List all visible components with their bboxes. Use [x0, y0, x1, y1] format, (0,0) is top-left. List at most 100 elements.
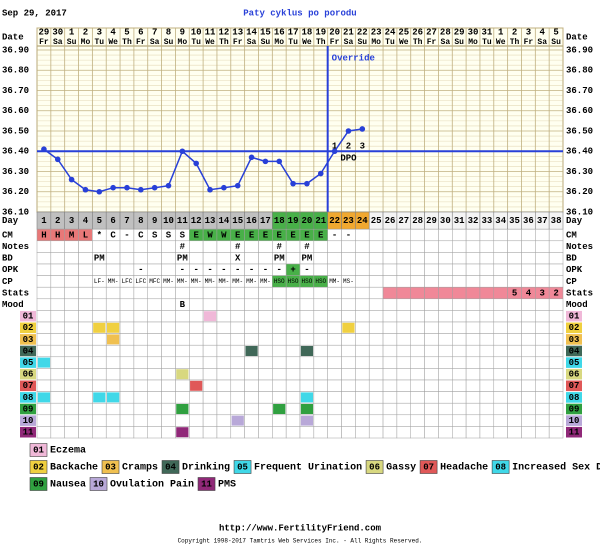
- weekday-label: Fr: [427, 38, 437, 47]
- cell: [105, 402, 121, 416]
- cell: [548, 414, 564, 427]
- day-number: 26: [385, 216, 396, 226]
- cell: [105, 286, 121, 300]
- legend-code: 07: [423, 462, 434, 472]
- cell: [299, 321, 315, 334]
- cell: [147, 402, 162, 416]
- date-label: 25: [398, 27, 409, 37]
- cell: [133, 310, 148, 323]
- cell-text: -: [207, 265, 212, 275]
- cell: [479, 414, 495, 427]
- cell: [382, 298, 398, 311]
- cell: [479, 426, 495, 439]
- row-code: 06: [569, 370, 580, 380]
- cell: [424, 379, 439, 392]
- cell-text: MM-: [177, 278, 188, 285]
- cell: [507, 379, 522, 392]
- date-label: 23: [371, 27, 382, 37]
- dpo-number: 1: [332, 142, 338, 152]
- cell: [36, 379, 52, 392]
- cell-text: C: [110, 230, 116, 240]
- row-code-box: [20, 357, 36, 368]
- cell: [521, 414, 536, 427]
- cell: [216, 391, 232, 404]
- cell-text: H: [41, 230, 46, 240]
- legend-label: Frequent Urination: [254, 462, 362, 474]
- legend-swatch: [89, 477, 108, 491]
- cell-text: HSO: [315, 278, 326, 285]
- cell: [64, 368, 79, 381]
- cell: [216, 402, 232, 416]
- cell: [64, 286, 79, 300]
- cell: [230, 356, 245, 369]
- cell-text: LFC: [135, 278, 146, 285]
- cell: [465, 391, 481, 404]
- cell: [479, 240, 495, 253]
- temperature-point: [151, 184, 158, 191]
- weekday-label: Fr: [39, 38, 49, 47]
- cell-text: MM-: [232, 278, 243, 285]
- date-label: 8: [166, 27, 171, 37]
- cell: [64, 426, 79, 439]
- cell: [327, 263, 342, 276]
- weekday-label: Su: [164, 38, 174, 47]
- cell: [105, 310, 121, 323]
- day-number: 35: [509, 216, 520, 226]
- cell: [258, 344, 273, 358]
- cell: [479, 252, 495, 265]
- row-code: 07: [569, 381, 580, 391]
- cell: [355, 391, 370, 404]
- cell: [424, 414, 439, 427]
- weekday-label: We: [108, 38, 118, 47]
- cell: [313, 333, 328, 346]
- cell: [133, 286, 148, 300]
- cell: [548, 263, 564, 276]
- date-label: 24: [385, 27, 396, 37]
- cell: [341, 402, 356, 416]
- cell: [465, 414, 481, 427]
- cell: [493, 379, 508, 392]
- cell: [410, 333, 425, 346]
- cell: [341, 263, 356, 276]
- temperature-point: [110, 184, 116, 191]
- symptom-mark: [273, 404, 286, 414]
- cell: [396, 298, 411, 311]
- date-label: 28: [440, 27, 451, 37]
- day-number: 10: [163, 216, 174, 226]
- date-label: 26: [412, 27, 423, 37]
- cell: [410, 356, 425, 369]
- legend-swatch: [29, 443, 48, 457]
- cell: [313, 391, 328, 404]
- cell: [521, 426, 536, 439]
- cell: [507, 414, 522, 427]
- weekday-label: Fr: [524, 38, 534, 47]
- cell: [230, 391, 245, 404]
- cell: [396, 414, 411, 427]
- cell: [147, 414, 162, 427]
- cell: [327, 426, 342, 439]
- cell: [161, 356, 176, 369]
- cell: [189, 252, 204, 265]
- cell: [341, 426, 356, 439]
- row-code: 08: [569, 393, 580, 403]
- day-number: 20: [302, 216, 313, 226]
- cell: [258, 240, 273, 253]
- cell: [438, 286, 453, 300]
- cell: [258, 368, 273, 381]
- cell: [424, 252, 439, 265]
- legend-swatch: [197, 477, 216, 491]
- cell: [493, 228, 508, 242]
- cell-text: MM-: [191, 278, 202, 285]
- cell: [147, 263, 162, 276]
- cell: [105, 356, 121, 369]
- cell: [202, 391, 218, 404]
- legend-code: 08: [495, 462, 506, 472]
- day-number: 36: [523, 216, 534, 226]
- row-code-box: [20, 334, 36, 345]
- cell: [355, 333, 370, 346]
- cell: [285, 321, 301, 334]
- row-code: 03: [23, 335, 34, 345]
- y-tick-label: 36.40: [2, 147, 29, 157]
- cell: [507, 391, 522, 404]
- temperature-point: [54, 156, 61, 163]
